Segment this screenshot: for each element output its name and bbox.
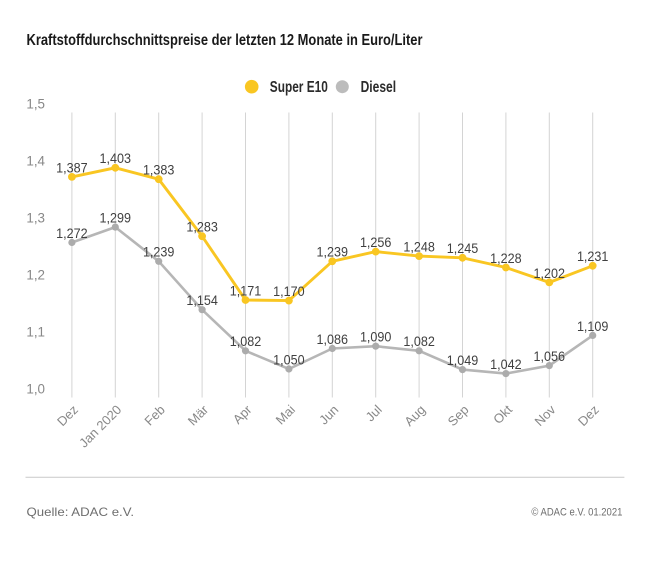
svg-text:1,1: 1,1 <box>26 324 45 339</box>
svg-text:Kraftstoffdurchschnittspreise: Kraftstoffdurchschnittspreise der letzte… <box>27 32 423 49</box>
svg-text:1,299: 1,299 <box>100 210 132 226</box>
svg-text:1,042: 1,042 <box>490 356 522 372</box>
svg-text:1,056: 1,056 <box>534 348 566 364</box>
svg-text:Super E10: Super E10 <box>270 79 328 96</box>
svg-text:1,154: 1,154 <box>186 292 218 308</box>
svg-text:1,4: 1,4 <box>26 153 45 168</box>
svg-text:1,228: 1,228 <box>490 250 522 266</box>
svg-text:1,256: 1,256 <box>360 234 392 250</box>
svg-text:1,387: 1,387 <box>56 159 88 175</box>
svg-text:1,403: 1,403 <box>100 150 132 166</box>
svg-text:1,3: 1,3 <box>26 210 45 225</box>
svg-text:1,5: 1,5 <box>26 96 45 111</box>
svg-text:1,090: 1,090 <box>360 329 392 345</box>
svg-text:Quelle: ADAC e.V.: Quelle: ADAC e.V. <box>27 505 135 519</box>
svg-text:1,049: 1,049 <box>447 352 479 368</box>
svg-text:1,239: 1,239 <box>317 244 349 260</box>
svg-text:1,283: 1,283 <box>186 219 218 235</box>
svg-text:© ADAC e.V. 01.2021: © ADAC e.V. 01.2021 <box>531 507 622 519</box>
svg-text:1,383: 1,383 <box>143 162 175 178</box>
svg-text:1,2: 1,2 <box>26 267 45 282</box>
svg-text:1,239: 1,239 <box>143 244 175 260</box>
svg-text:1,0: 1,0 <box>26 381 45 396</box>
svg-text:1,272: 1,272 <box>56 225 88 241</box>
svg-text:1,202: 1,202 <box>534 265 566 281</box>
svg-text:1,050: 1,050 <box>273 351 305 367</box>
svg-text:1,086: 1,086 <box>317 331 349 347</box>
svg-text:1,248: 1,248 <box>403 239 435 255</box>
svg-text:1,245: 1,245 <box>447 240 479 256</box>
svg-text:1,082: 1,082 <box>403 333 435 349</box>
svg-text:1,231: 1,231 <box>577 248 609 264</box>
svg-text:1,109: 1,109 <box>577 318 609 334</box>
svg-text:1,171: 1,171 <box>230 282 262 298</box>
svg-text:1,082: 1,082 <box>230 333 262 349</box>
svg-text:1,170: 1,170 <box>273 283 305 299</box>
svg-text:Diesel: Diesel <box>361 79 397 96</box>
